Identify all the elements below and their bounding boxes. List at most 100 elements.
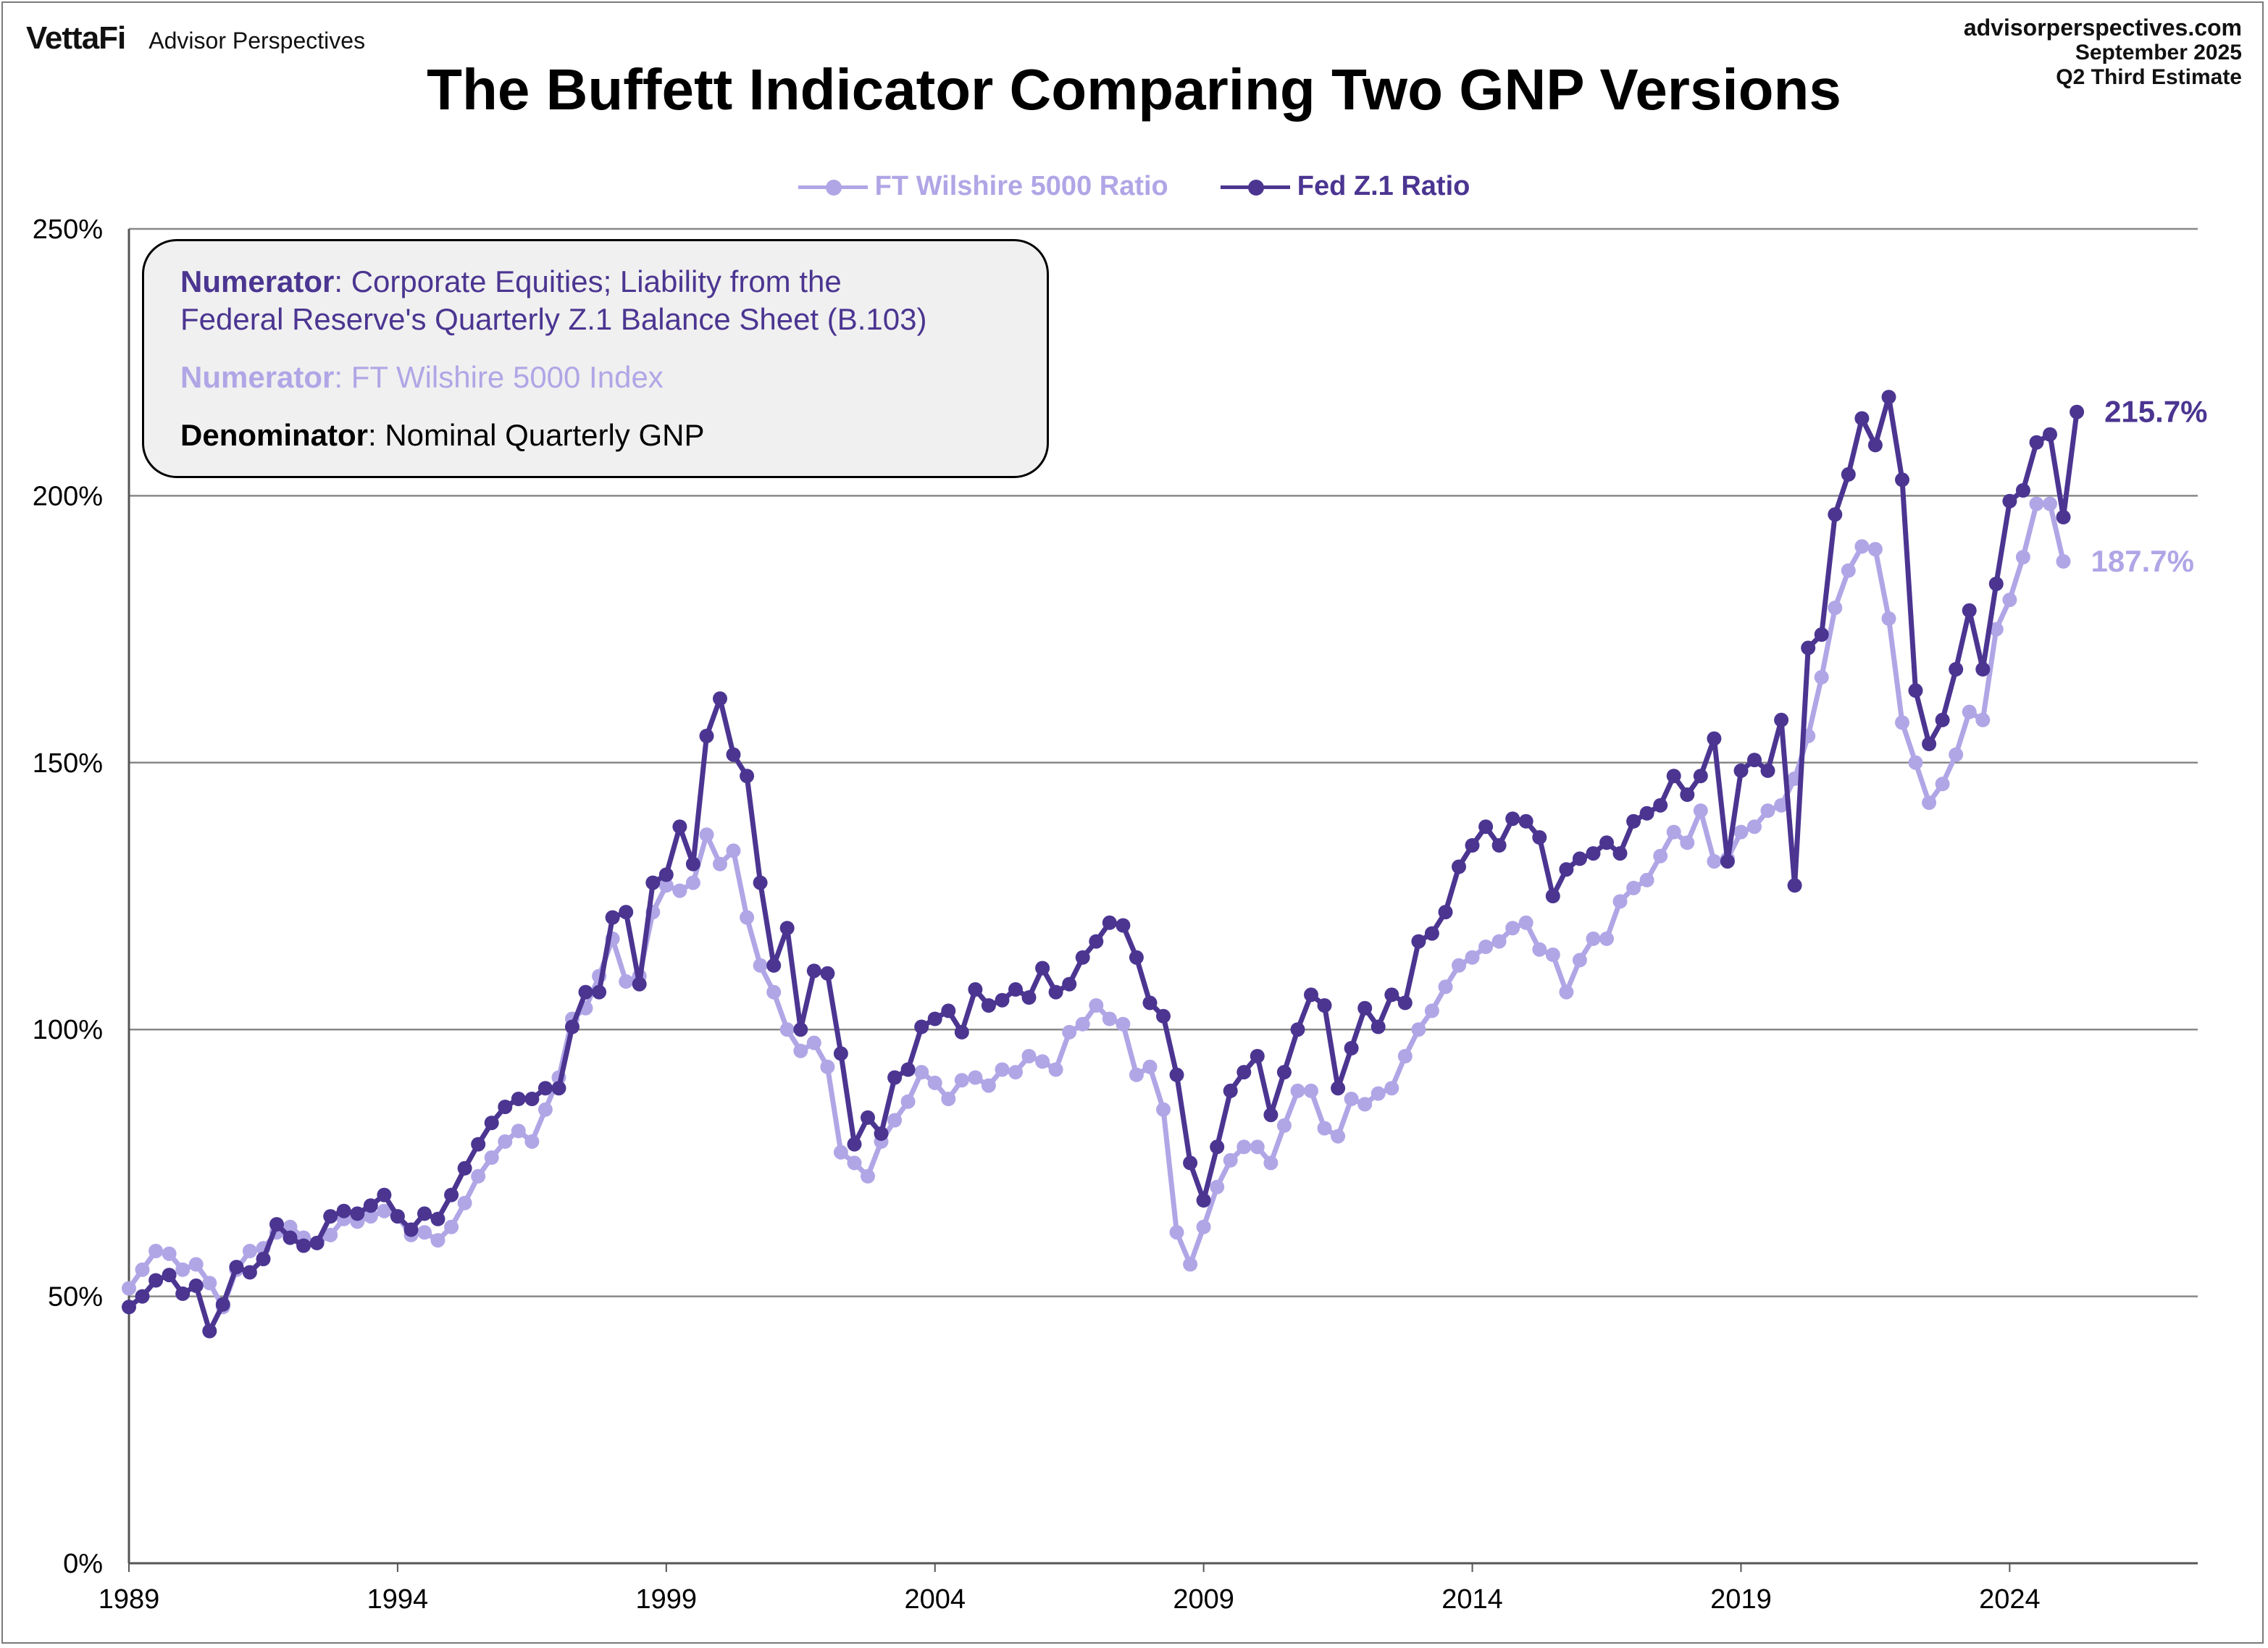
data-point-fed [1156,1008,1171,1024]
data-point-fed [1895,472,1909,488]
data-point-fed [377,1187,392,1202]
data-point-fed [1371,1019,1386,1034]
data-point-wilshire [122,1281,136,1296]
data-point-fed [1250,1049,1265,1063]
data-point-wilshire [779,1022,795,1037]
data-point-wilshire [619,974,634,989]
data-point-wilshire [1586,931,1601,946]
data-point-fed [874,1126,889,1141]
data-point-fed [256,1252,271,1266]
data-point-wilshire [1653,848,1668,863]
data-point-fed [1747,753,1762,768]
data-point-wilshire [1774,798,1789,813]
data-point-wilshire [175,1262,191,1277]
data-point-fed [685,856,700,871]
data-point-fed [1572,851,1587,866]
data-point-wilshire [1707,854,1722,869]
data-point-wilshire [1867,542,1883,557]
data-point-wilshire [1545,948,1560,962]
legend: FT Wilshire 5000 Ratio Fed Z.1 Ratio [0,171,2268,202]
data-point-fed [1586,846,1601,861]
data-point-fed [1733,763,1749,778]
legend-swatch-fed [1220,172,1290,201]
x-tick-label: 2014 [1441,1584,1503,1615]
data-point-fed [927,1011,942,1026]
data-point-wilshire [1559,984,1574,1000]
data-point-fed [1169,1067,1184,1082]
data-point-fed [1317,998,1332,1013]
data-point-fed [565,1019,579,1034]
data-point-wilshire [1599,931,1614,946]
y-tick-label: 50% [48,1282,103,1313]
data-point-fed [1922,737,1937,751]
data-point-wilshire [833,1145,848,1160]
data-point-fed [122,1300,136,1315]
x-tick-label: 1994 [367,1584,429,1615]
data-point-wilshire [1733,824,1749,840]
data-point-wilshire [1962,704,1977,719]
data-point-fed [2015,483,2030,498]
end-label-fed: 215.7% [2104,395,2207,429]
data-point-wilshire [242,1244,257,1258]
data-point-wilshire [1975,712,1991,727]
data-point-wilshire [699,827,714,842]
data-point-fed [1102,915,1117,930]
data-point-fed [1666,769,1681,784]
data-point-fed [1276,1065,1292,1080]
data-point-fed [1532,830,1547,845]
info-denominator-label: Denominator [180,418,369,452]
data-point-fed [1331,1081,1346,1096]
data-point-fed [363,1198,378,1213]
data-point-fed [1787,878,1802,893]
data-point-fed [833,1046,848,1061]
data-point-wilshire [1357,1097,1373,1112]
data-point-fed [148,1273,164,1288]
data-point-wilshire [1639,872,1654,887]
data-point-fed [162,1268,177,1283]
source-site: advisorperspectives.com [1963,14,2242,41]
chart-title: The Buffett Indicator Comparing Two GNP … [427,57,1841,122]
data-point-fed [135,1289,150,1304]
data-point-fed [941,1003,956,1019]
data-point-wilshire [1814,669,1829,685]
brand-subtitle: Advisor Perspectives [148,28,366,54]
data-point-wilshire [740,910,755,925]
data-point-wilshire [484,1150,499,1165]
data-point-wilshire [1452,958,1466,973]
data-point-wilshire [1008,1065,1023,1080]
data-point-fed [1720,854,1735,869]
info-wilshire-label: Numerator [180,360,335,394]
data-point-fed [713,691,727,706]
data-point-fed [1908,683,1923,698]
data-point-fed [1881,390,1896,405]
data-point-fed [699,729,714,743]
data-point-fed [1707,731,1722,746]
data-point-wilshire [377,1203,392,1218]
data-point-wilshire [1384,1081,1399,1096]
data-point-wilshire [1478,940,1494,954]
info-fed-text: : Corporate Equities; Liability from the [334,264,842,298]
data-point-fed [403,1222,419,1237]
data-point-fed [269,1217,284,1232]
data-point-wilshire [1612,894,1628,909]
data-point-fed [1491,838,1507,853]
data-point-fed [215,1297,230,1312]
data-point-wilshire [1196,1219,1211,1234]
data-point-fed [672,819,687,835]
data-point-fed [1008,982,1023,997]
source-block: advisorperspectives.com September 2025 Q… [1964,14,2242,90]
legend-item-wilshire: FT Wilshire 5000 Ratio [798,171,1168,202]
series-layer [122,390,2085,1339]
data-point-wilshire [1518,915,1533,930]
data-point-wilshire [2043,496,2057,511]
data-point-wilshire [713,856,727,871]
x-tick-label: 1989 [99,1584,160,1615]
data-point-wilshire [1263,1155,1279,1171]
brand: VettaFi Advisor Perspectives [26,20,365,57]
data-point-wilshire [417,1225,432,1240]
data-point-wilshire [1666,824,1681,840]
end-label-wilshire: 187.7% [2091,544,2194,578]
data-point-fed [1183,1155,1198,1171]
info-denominator-text: : Nominal Quarterly GNP [368,418,705,452]
data-point-wilshire [1747,819,1762,835]
